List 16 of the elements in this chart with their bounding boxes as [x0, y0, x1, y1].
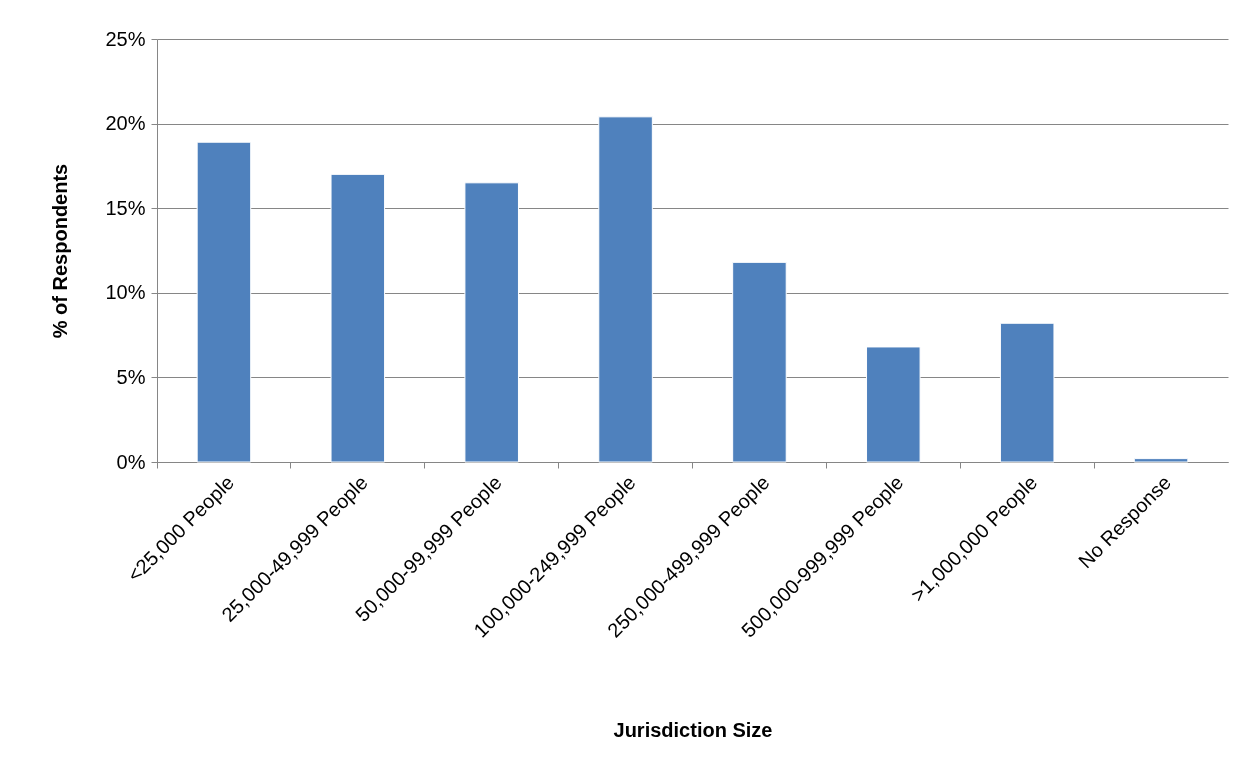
y-tick-label: 10%: [105, 281, 146, 304]
bar: [196, 141, 252, 463]
bar: [598, 116, 653, 463]
x-axis-title: Jurisdiction Size: [613, 718, 773, 741]
bar: [464, 182, 519, 463]
bar: [1133, 458, 1189, 463]
y-tick-label: 15%: [105, 196, 146, 219]
bar: [999, 322, 1055, 463]
y-tick-label: 20%: [105, 112, 146, 135]
y-tick-label: 0%: [116, 450, 146, 473]
bar: [732, 261, 787, 463]
bar: [330, 173, 386, 463]
y-axis-title: % of Respondents: [48, 163, 71, 339]
y-tick-label: 25%: [105, 27, 146, 50]
y-tick-label: 5%: [116, 365, 146, 388]
bar: [866, 346, 921, 463]
